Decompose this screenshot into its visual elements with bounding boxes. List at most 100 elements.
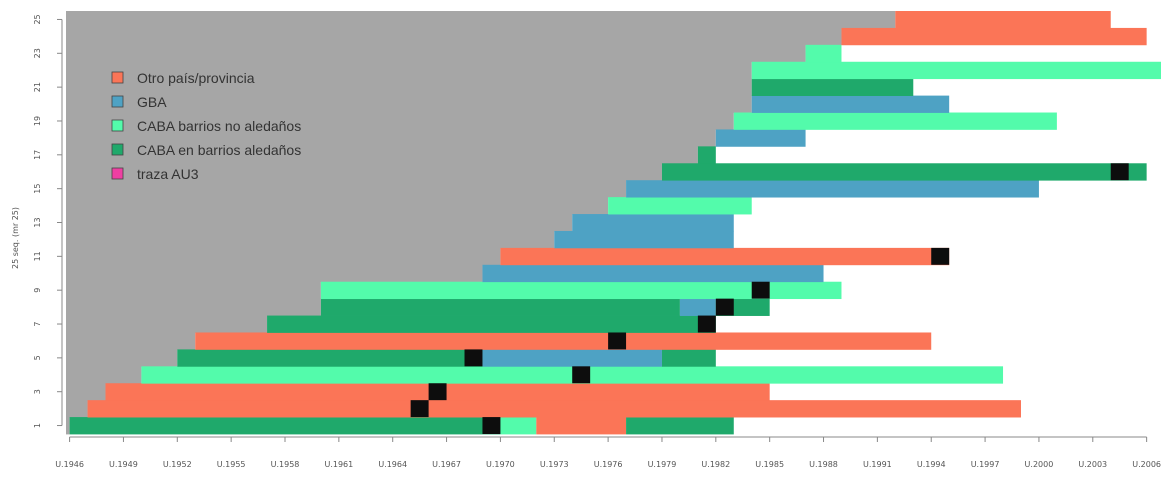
x-tick-label: U.1976 [594,460,623,469]
sequence-3-marker-1 [428,383,447,401]
legend-label-otro: Otro país/provincia [137,70,255,86]
plot-area [66,11,1161,435]
pre-sequence-background-13 [66,214,573,232]
sequence-19-segment-1 [733,112,1057,130]
sequence-4-marker-1 [572,366,591,384]
sequence-11-segment-1 [500,247,950,266]
sequence-8-segment-2 [679,298,716,316]
y-tick-label: 7 [33,321,42,326]
y-tick-label: 3 [33,389,42,394]
pre-sequence-background-8 [66,298,321,316]
legend-swatch-gba [111,95,124,108]
sequence-17-segment-1 [697,146,716,164]
pre-sequence-background-22 [66,61,752,80]
sequence-8-segment-1 [320,298,680,316]
sequence-5-segment-1 [177,349,483,367]
pre-sequence-background-24 [66,27,842,46]
pre-sequence-background-12 [66,230,555,249]
sequence-24-segment-1 [841,27,1147,46]
y-tick-label: 13 [33,217,42,227]
pre-sequence-background-17 [66,146,698,164]
sequence-6-marker-1 [608,332,627,350]
sequence-2-segment-1 [87,400,1021,418]
sequence-9-marker-1 [751,281,770,299]
sequence-7-marker-1 [697,315,716,333]
pre-sequence-background-16 [66,163,662,181]
x-tick-label: U.1955 [217,460,246,469]
pre-sequence-background-6 [66,332,196,350]
sequence-2-marker-1 [410,400,429,418]
x-tick-label: U.2000 [1025,460,1054,469]
legend-label-gba: GBA [137,94,167,110]
legend-label-caba_ale: CABA en barrios aledaños [137,142,301,158]
axes: U.1946 U.1949 U.1952 U.1955 U.1958 U.1961 U.19… [33,14,1161,469]
sequence-21-segment-1 [751,78,914,96]
sequence-1-segment-3 [536,417,627,435]
sequence-14-segment-1 [608,197,752,215]
sequence-8-marker-1 [715,298,734,316]
x-tick-label: U.1970 [486,460,515,469]
y-tick-label: 19 [33,116,42,126]
y-axis-label: 25 seq. (mr 25) [11,207,20,269]
x-tick-label: U.1979 [648,460,677,469]
legend-label-caba_no: CABA barrios no aledaños [137,118,301,134]
x-tick-label: U.1952 [163,460,192,469]
pre-sequence-background-21 [66,78,752,96]
legend-label-traza: traza AU3 [137,166,199,182]
sequence-16-marker-1 [1110,163,1129,181]
legend-swatch-otro [111,71,124,84]
pre-sequence-background-18 [66,129,716,147]
sequence-15-segment-1 [626,180,1039,198]
sequence-1-segment-4 [626,417,734,435]
sequence-22-segment-1 [751,61,1161,80]
sequence-23-segment-1 [805,44,842,63]
x-tick-label: U.1958 [271,460,300,469]
pre-sequence-background-10 [66,264,483,283]
x-tick-label: U.1967 [432,460,461,469]
sequence-1-segment-2 [500,417,537,435]
y-tick-label: 1 [33,423,42,428]
x-tick-label: U.1985 [755,460,784,469]
pre-sequence-background-15 [66,180,627,198]
x-tick-label: U.2003 [1078,460,1107,469]
pre-sequence-background-9 [66,281,321,300]
y-tick-label: 21 [33,82,42,92]
legend-swatch-caba_no [111,119,124,132]
y-tick-label: 23 [33,48,42,58]
sequence-11-marker-1 [931,247,950,265]
sequence-5-segment-3 [661,349,716,367]
pre-sequence-background-7 [66,315,268,333]
sequence-20-segment-1 [751,95,950,113]
sequence-18-segment-1 [715,129,806,147]
pre-sequence-background-1 [66,417,70,435]
x-tick-label: U.2006 [1132,460,1161,469]
legend: Otro país/provincia GBA CABA barrios no al… [111,70,301,182]
x-tick-label: U.1994 [917,460,946,469]
y-tick-label: 17 [33,150,42,160]
sequence-1-marker-1 [482,417,501,434]
y-tick-label: 25 [33,14,42,24]
y-tick-label: 9 [33,288,42,293]
x-tick-label: U.1982 [701,460,730,469]
y-tick-label: 15 [33,184,42,194]
sequence-10-segment-1 [482,264,824,283]
sequence-12-segment-1 [554,230,734,249]
x-tick-label: U.1991 [863,460,892,469]
pre-sequence-background-2 [66,400,88,418]
sequence-6-segment-1 [195,332,932,350]
sequence-7-segment-1 [267,315,716,333]
sequence-1-segment-1 [69,417,501,435]
legend-swatch-traza [111,167,124,180]
y-tick-label: 11 [33,251,42,261]
sequence-25-segment-1 [895,11,1111,29]
pre-sequence-background-14 [66,197,609,215]
sequence-16-segment-1 [661,163,1147,181]
pre-sequence-background-4 [66,366,142,384]
pre-sequence-background-19 [66,112,734,130]
x-tick-label: U.1997 [971,460,1000,469]
sequence-13-segment-1 [572,214,734,232]
y-tick-label: 5 [33,355,42,360]
x-tick-label: U.1961 [324,460,353,469]
x-tick-label: U.1949 [109,460,138,469]
